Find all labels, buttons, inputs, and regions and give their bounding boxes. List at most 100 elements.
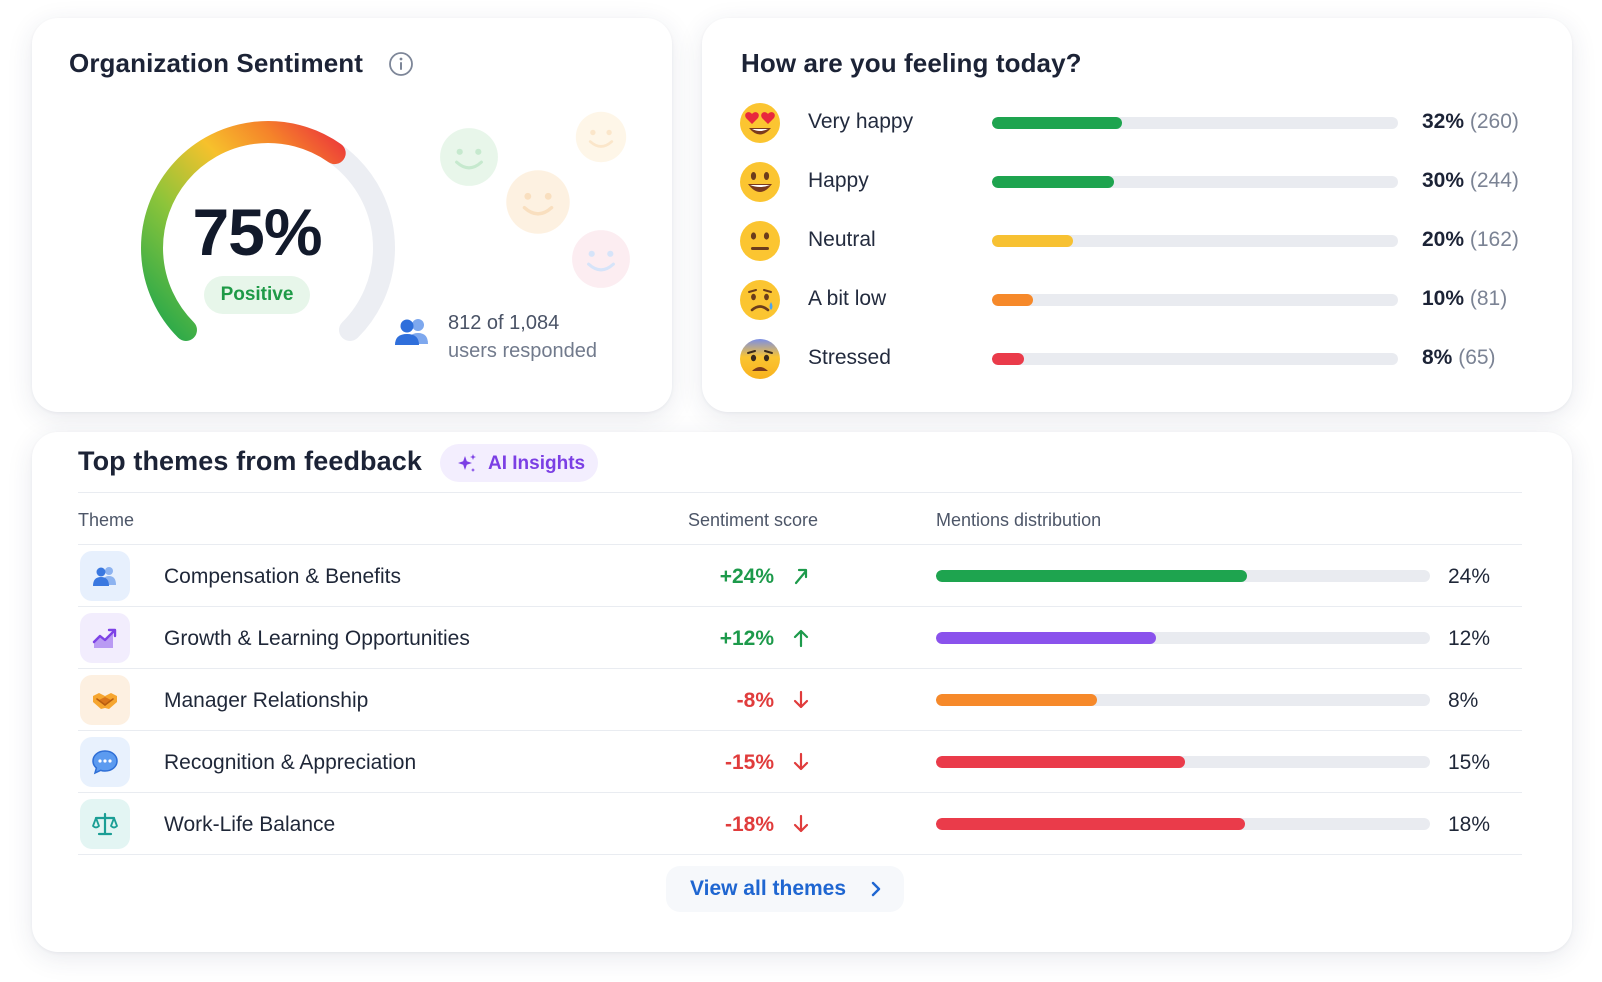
mentions-bar-track [936, 818, 1430, 830]
mentions-percent: 15% [1448, 751, 1491, 774]
balance-scale-icon [92, 812, 118, 836]
divider [78, 730, 1522, 731]
chat-bubble-icon [92, 750, 118, 775]
theme-row[interactable]: Compensation & Benefits +24% 24% [78, 545, 1522, 607]
theme-label: Growth & Learning Opportunities [164, 627, 470, 650]
feeling-percent: 8% [1422, 346, 1453, 369]
feeling-value: 8% (65) [1422, 346, 1496, 370]
mentions-percent: 18% [1448, 813, 1491, 836]
neutral-face-emoji-icon [740, 221, 780, 261]
ai-insights-badge[interactable]: AI Insights [440, 444, 598, 482]
feeling-label: Very happy [808, 110, 914, 133]
mentions-bar-track [936, 694, 1430, 706]
feeling-value: 32% (260) [1422, 110, 1519, 134]
feeling-bar-track [992, 176, 1398, 188]
mentions-bar-fill [936, 818, 1245, 830]
mentions-bar-fill [936, 570, 1248, 582]
theme-label: Manager Relationship [164, 689, 369, 712]
ai-insights-label: AI Insights [488, 453, 586, 474]
gauge-fill-arc [141, 121, 346, 342]
growth-chart-icon [92, 628, 117, 648]
responded-label: users responded [448, 340, 597, 362]
handshake-icon [93, 693, 117, 709]
feeling-row-a-bit-low: A bit low 10% (81) [702, 275, 1572, 325]
arrow-down-icon [793, 690, 809, 709]
mentions-bar-track [936, 756, 1430, 768]
sentiment-card: Organization Sentiment 75% Positive [32, 18, 672, 412]
column-header-sentiment-score: Sentiment score [688, 510, 819, 530]
theme-sentiment-score: +12% [719, 627, 774, 650]
sentiment-gauge [141, 121, 395, 342]
feeling-percent: 10% [1422, 287, 1465, 310]
divider [78, 492, 1522, 493]
feeling-count: (65) [1458, 346, 1496, 369]
feeling-bar-track [992, 294, 1398, 306]
theme-row[interactable]: Growth & Learning Opportunities +12% 12% [78, 607, 1522, 669]
feeling-value: 20% (162) [1422, 228, 1519, 252]
theme-label: Work-Life Balance [164, 813, 336, 836]
divider [78, 854, 1522, 855]
theme-row[interactable]: Recognition & Appreciation -15% 15% [78, 731, 1522, 793]
feeling-label: Stressed [808, 346, 891, 369]
feeling-percent: 20% [1422, 228, 1465, 251]
info-icon[interactable] [388, 51, 414, 77]
theme-icon-tile [80, 675, 130, 725]
column-header-theme: Theme [78, 510, 135, 530]
feeling-percent: 32% [1422, 110, 1465, 133]
people-icon [93, 567, 116, 586]
feeling-bar-track [992, 353, 1398, 365]
faded-smile-face-icon [572, 230, 630, 288]
arrow-up-icon [793, 629, 809, 648]
feeling-bar-fill [992, 353, 1025, 365]
theme-label: Compensation & Benefits [164, 565, 401, 588]
mentions-bar-fill [936, 756, 1186, 768]
theme-sentiment-score: -15% [724, 751, 774, 774]
theme-sentiment-score: +24% [719, 565, 774, 588]
sad-face-emoji-icon [740, 280, 780, 320]
theme-sentiment-score: -18% [724, 813, 774, 836]
responded-count: 812 of 1,084 [448, 312, 560, 334]
feeling-title: How are you feeling today? [741, 48, 1082, 78]
feeling-row-happy: Happy 30% (244) [702, 157, 1572, 207]
sentiment-score: 75% [192, 195, 322, 269]
view-all-themes-label: View all themes [690, 877, 847, 900]
trend-up-icon [794, 568, 808, 585]
theme-icon-tile [80, 551, 130, 601]
feeling-count: (244) [1469, 169, 1519, 192]
mentions-bar-track [936, 570, 1430, 582]
sentiment-status-badge: Positive [204, 276, 310, 314]
feeling-row-stressed: Stressed 8% (65) [702, 334, 1572, 384]
theme-icon-tile [80, 613, 130, 663]
themes-card: Top themes from feedback AI Insights The… [32, 432, 1572, 952]
feeling-count: (162) [1469, 228, 1519, 251]
theme-row[interactable]: Manager Relationship -8% 8% [78, 669, 1522, 731]
divider [78, 544, 1522, 545]
feeling-value: 30% (244) [1422, 169, 1519, 193]
faded-smile-face-icon [575, 111, 627, 163]
view-all-themes-button[interactable]: View all themes [666, 866, 904, 912]
faded-smile-face-icon [440, 128, 498, 186]
feeling-bar-track [992, 117, 1398, 129]
feeling-bar-fill [992, 176, 1114, 188]
sparkle-icon [458, 454, 476, 472]
feeling-label: A bit low [808, 287, 887, 310]
feeling-percent: 30% [1422, 169, 1465, 192]
sentiment-title: Organization Sentiment [69, 48, 364, 78]
theme-row[interactable]: Work-Life Balance -18% 18% [78, 793, 1522, 855]
feeling-label: Happy [808, 169, 869, 192]
feeling-count: (260) [1469, 110, 1519, 133]
feeling-bar-fill [992, 235, 1074, 247]
heart-eyes-emoji-icon [740, 103, 780, 143]
mentions-bar-fill [936, 694, 1097, 706]
faded-smile-face-icon [506, 170, 570, 234]
mentions-bar-track [936, 632, 1430, 644]
divider [78, 668, 1522, 669]
mentions-percent: 8% [1448, 689, 1479, 712]
anxious-face-emoji-icon [740, 339, 780, 379]
arrow-down-icon [793, 752, 809, 771]
feeling-count: (81) [1469, 287, 1508, 310]
column-header-mentions-distribution: Mentions distribution [936, 510, 1102, 530]
divider [78, 792, 1522, 793]
theme-label: Recognition & Appreciation [164, 751, 417, 774]
feeling-bar-track [992, 235, 1398, 247]
